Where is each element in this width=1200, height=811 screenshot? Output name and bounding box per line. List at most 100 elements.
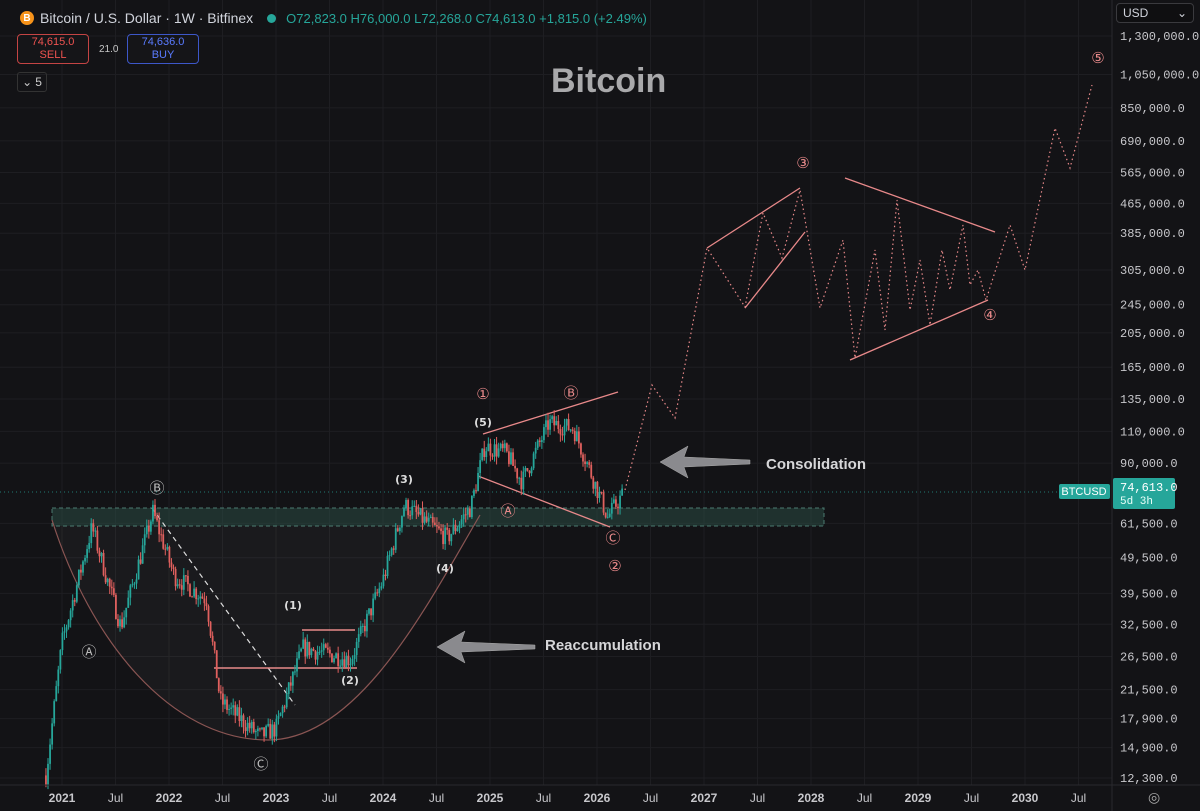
candle-body [592,477,595,489]
candle-body [131,584,134,586]
candle-body [294,671,296,673]
candle-body [464,514,467,516]
candle-body [139,559,142,564]
price-tick-label: 305,000.0 [1120,264,1185,278]
candle-body [289,682,292,686]
wave-label: ② [608,557,621,575]
wave-label: (1) [284,599,302,612]
time-tick-label: 2027 [691,791,718,805]
time-axis[interactable]: 2021 Jul 2022 Jul 2023 Jul 2024 Jul 2025 Jul 2026 J… [49,791,1087,805]
wave-label: Ⓐ [500,502,515,520]
price-tick-label: 135,000.0 [1120,393,1185,407]
candle-body [586,462,589,465]
time-tick-label: Jul [108,791,123,805]
candle-body [584,461,586,465]
candle-body [197,598,200,600]
symbol-title[interactable]: Bitcoin / U.S. Dollar · 1W · Bitfinex [40,10,254,26]
candle-body [104,575,107,583]
buy-button[interactable]: 74,636.0 BUY [127,34,199,64]
chart-title: Bitcoin [551,62,667,100]
candle-body [154,504,156,517]
time-tick-label: Jul [964,791,979,805]
price-tick-label: 32,500.0 [1120,618,1178,632]
candle-body [191,596,193,598]
price-tick-label: 17,900.0 [1120,713,1178,727]
candle-body [69,610,72,621]
candle-body [184,575,187,577]
candle-body [528,470,531,474]
time-tick-label: Jul [643,791,658,805]
time-tick-label: 2026 [584,791,611,805]
candle-body [567,419,570,431]
currency-select[interactable]: USD ⌄ [1116,3,1194,23]
candle-body [322,644,325,651]
candle-body [565,419,568,426]
indicator-count: 5 [35,75,42,89]
candle-body [577,431,580,444]
candle-body [493,444,496,457]
candle-body [147,525,150,532]
projection-trend-line [844,177,996,233]
candle-body [341,659,344,666]
candle-body [170,562,173,568]
candle-body [454,524,457,532]
candle-body [388,555,391,557]
candle-body [394,528,397,550]
price-tick-label: 61,500.0 [1120,517,1178,531]
candle-body [232,705,235,708]
candle-body [335,653,337,659]
candle-body [363,625,366,632]
candles [45,410,624,790]
candle-body [516,468,519,479]
candle-body [376,592,379,594]
time-tick-label: 2025 [477,791,504,805]
candle-body [374,592,377,599]
candle-body [310,648,313,656]
candle-body [45,775,47,785]
price-tick-label: 26,500.0 [1120,651,1178,665]
candle-body [133,583,136,585]
bar-countdown: 5d 3h [1120,496,1153,508]
candle-body [522,471,525,490]
candle-body [246,722,249,732]
candle-body [405,499,407,509]
candle-body [543,427,545,441]
wave-label: (4) [436,562,454,575]
sell-button[interactable]: 74,615.0 SELL [17,34,89,64]
price-axis[interactable]: 1,300,000.0 1,050,000.0 850,000.0 690,000.0… [1120,30,1199,786]
symbol-tag [1059,484,1110,499]
candle-body [277,715,280,719]
candle-body [580,443,582,455]
last-price-tag [1113,478,1175,509]
time-tick-label: 2024 [370,791,397,805]
candle-body [84,557,86,562]
settings-eye-icon[interactable]: ◎ [1148,789,1161,805]
candle-body [415,505,418,513]
candle-body [359,626,362,635]
candle-body [401,516,403,528]
candle-body [209,621,212,636]
candle-body [433,522,436,526]
indicators-toggle-button[interactable]: ⌄ 5 [17,72,47,92]
candle-body [495,444,498,457]
candle-body [392,548,395,550]
candle-body [55,686,58,702]
price-tick-label: 690,000.0 [1120,135,1185,149]
candle-body [569,429,572,431]
candle-body [168,546,171,563]
candle-body [259,728,261,730]
candle-body [250,721,253,729]
price-tick-label: 165,000.0 [1120,361,1185,375]
grid [0,0,1112,785]
candle-body [421,508,424,523]
candle-body [143,534,146,546]
wave-label: Ⓑ [149,479,164,497]
candle-body [555,421,558,426]
candle-body [226,699,228,710]
candle-body [333,658,335,663]
candle-body [551,416,554,420]
price-tick-label: 39,500.0 [1120,587,1178,601]
candle-body [230,707,233,709]
candle-body [458,524,461,529]
